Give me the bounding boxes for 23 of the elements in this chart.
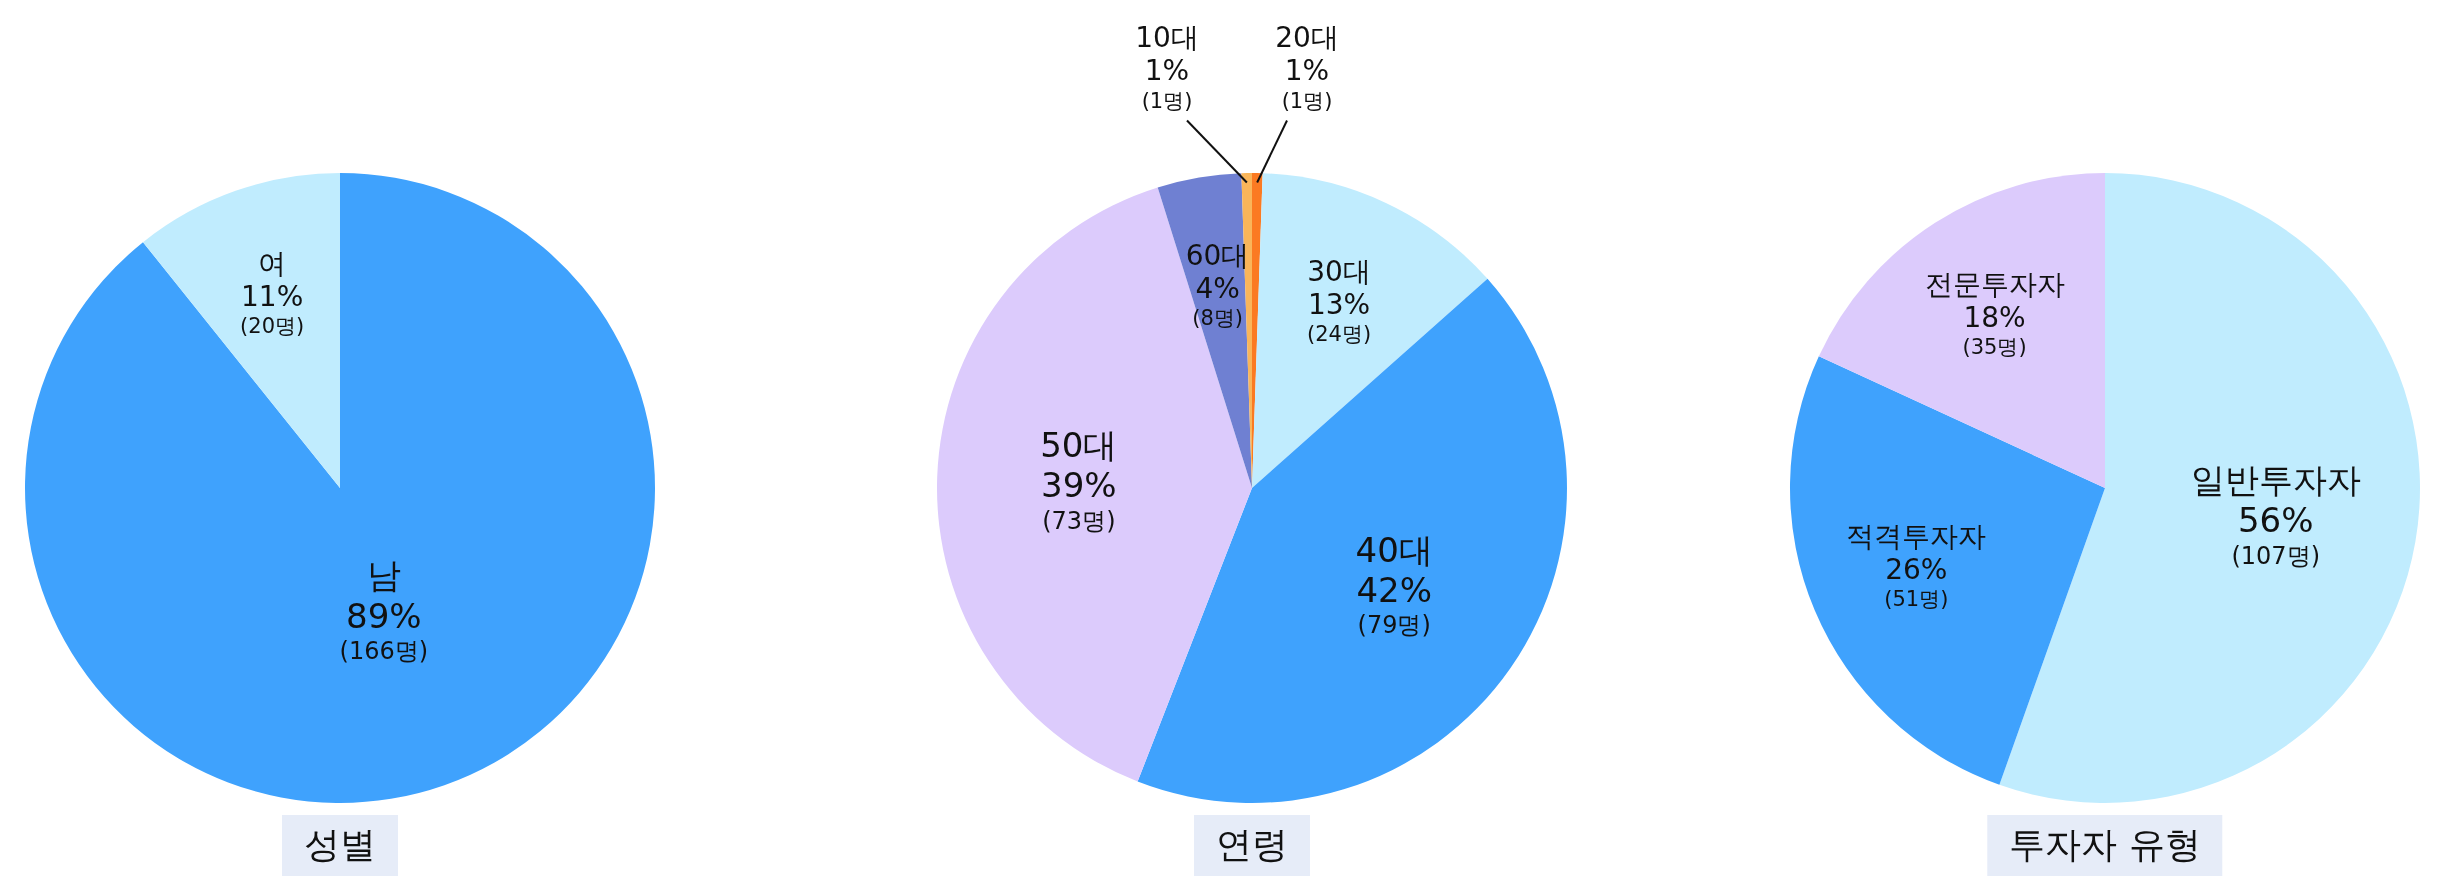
slice-label: 전문투자자 [1924,267,2065,301]
slice-label: 여 [258,247,287,281]
data-label: 89% (166명) [339,595,429,666]
slice-label: 30대 [1307,255,1371,289]
data-label: 42% (79명) [1356,569,1432,640]
slice-label: 10대 [1135,21,1199,55]
slice-label: 50대 [1040,424,1118,465]
text: 연령 [1194,815,1310,876]
slice-label: 20대 [1275,21,1339,55]
data-label: 39% (73명) [1041,464,1117,535]
data-label: 1% (1명) [1141,54,1193,113]
data-label: 1% (1명) [1281,54,1333,113]
slice-label: 남 [366,555,401,596]
slice-label: 40대 [1355,529,1433,570]
text: 투자자 유형 [1987,815,2223,876]
data-label: 18% (35명) [1962,301,2027,360]
data-label: 11% (20명) [240,280,305,339]
data-label: 13% (24명) [1307,288,1372,347]
slice-label: 일반투자자 [2190,460,2361,501]
data-label: 26% (51명) [1884,552,1949,611]
text: 성별 [282,815,398,876]
slice-label: 적격투자자 [1846,519,1987,553]
data-label: 56% (107명) [2231,500,2320,570]
